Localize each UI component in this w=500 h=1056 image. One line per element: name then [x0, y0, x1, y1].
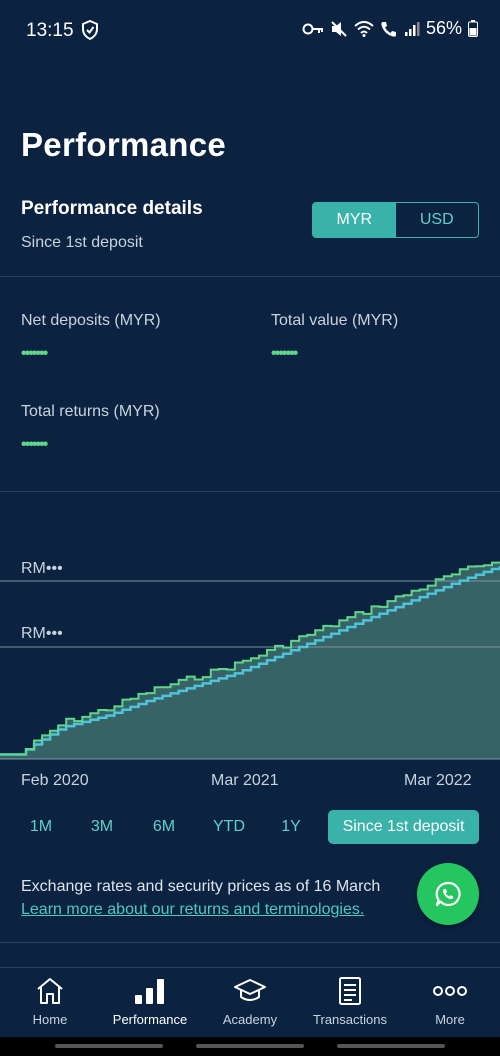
nav-label: Performance [112, 1012, 188, 1027]
bottom-nav: Home Performance Academy Transactions Mo… [0, 967, 500, 1037]
divider [0, 942, 500, 943]
home-icon [37, 978, 63, 1004]
wifi-icon [354, 20, 374, 37]
nav-label: More [435, 1012, 465, 1027]
x-axis-label: Mar 2021 [211, 772, 279, 789]
nav-item-academy[interactable]: Academy [200, 976, 300, 1034]
battery-icon [468, 20, 478, 37]
divider [0, 491, 500, 492]
mute-icon [331, 20, 347, 37]
section-title: Performance details [21, 198, 203, 219]
range-since-first-deposit-button[interactable]: Since 1st deposit [328, 810, 479, 844]
gesture-pill [55, 1044, 163, 1048]
nav-item-home[interactable]: Home [0, 976, 100, 1034]
nav-label: Academy [222, 1012, 278, 1027]
chart-line-deposits [0, 566, 500, 756]
nav-item-performance[interactable]: Performance [100, 976, 200, 1034]
currency-toggle: MYR USD [312, 202, 479, 238]
status-time: 13:15 [26, 20, 74, 41]
wifi-call-icon [381, 21, 396, 37]
range-ytd-button[interactable]: YTD [213, 818, 245, 835]
currency-usd-button[interactable]: USD [419, 211, 454, 228]
whatsapp-button[interactable] [417, 863, 479, 925]
document-icon [339, 977, 361, 1005]
net-deposits-value: ••••••• [21, 345, 48, 362]
currency-myr-button[interactable]: MYR [313, 203, 396, 237]
x-axis-label: Mar 2022 [404, 772, 472, 789]
status-icons: 56% [302, 18, 478, 39]
gridline-label: RM••• [21, 625, 63, 642]
key-icon [302, 23, 323, 34]
performance-chart-svg [0, 561, 500, 760]
net-deposits-label: Net deposits (MYR) [21, 312, 161, 329]
nav-item-more[interactable]: More [400, 976, 500, 1034]
graduation-cap-icon [234, 979, 266, 1001]
gridline-label: RM••• [21, 560, 63, 577]
bar-chart-icon [135, 979, 164, 1004]
gesture-pill [196, 1044, 304, 1048]
total-returns-label: Total returns (MYR) [21, 403, 160, 420]
range-1m-button[interactable]: 1M [29, 818, 53, 835]
status-bar: 13:15 56% [0, 0, 500, 60]
divider [0, 276, 500, 277]
section-subtitle: Since 1st deposit [21, 234, 143, 251]
range-selector: 1M 3M 6M YTD 1Y Since 1st deposit [0, 810, 500, 844]
performance-chart[interactable]: RM••• RM••• [0, 492, 500, 764]
more-icon [433, 986, 467, 996]
nav-label: Home [32, 1012, 68, 1027]
signal-icon [404, 21, 420, 36]
battery-percent: 56% [425, 18, 462, 38]
gesture-pill [337, 1044, 445, 1048]
total-returns-value: ••••••• [21, 436, 48, 453]
nav-item-transactions[interactable]: Transactions [300, 976, 400, 1034]
learn-more-link[interactable]: Learn more about our returns and termino… [21, 901, 365, 918]
nav-label: Transactions [313, 1012, 387, 1027]
chart-line-total-value [0, 561, 500, 756]
total-value-label: Total value (MYR) [271, 312, 399, 329]
shield-icon [82, 20, 98, 40]
range-6m-button[interactable]: 6M [152, 818, 176, 835]
system-gesture-bar [0, 1037, 500, 1056]
footnote-text: Exchange rates and security prices as of… [21, 878, 381, 895]
whatsapp-icon [435, 881, 461, 907]
x-axis-label: Feb 2020 [21, 772, 89, 789]
total-value-value: ••••••• [271, 345, 298, 362]
range-3m-button[interactable]: 3M [90, 818, 114, 835]
page-title: Performance [21, 126, 227, 163]
range-1y-button[interactable]: 1Y [281, 818, 301, 835]
